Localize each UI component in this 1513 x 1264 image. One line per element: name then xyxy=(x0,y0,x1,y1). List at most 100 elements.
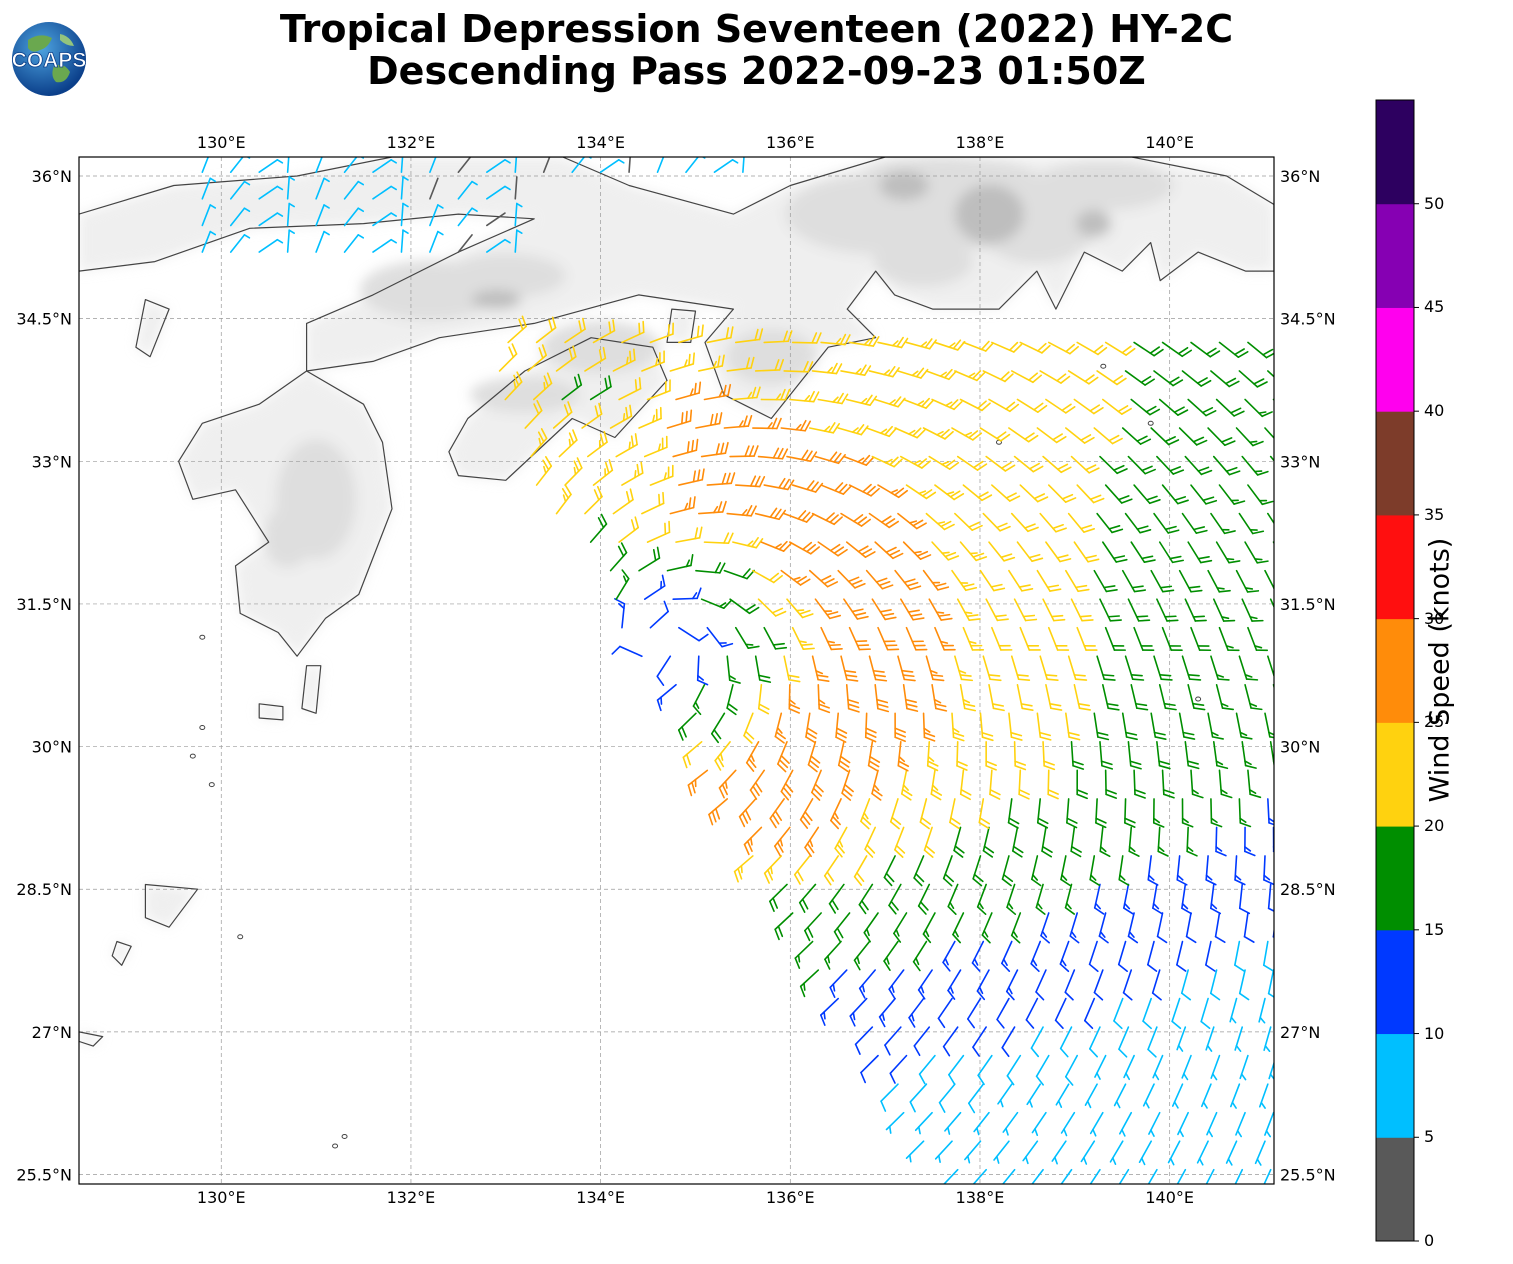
wind-barb xyxy=(1187,683,1206,711)
colorbar-bin xyxy=(1376,929,1414,1035)
wind-barb xyxy=(874,683,890,713)
wind-barb xyxy=(814,598,842,620)
lon-tick-label-bottom: 138°E xyxy=(956,1188,1005,1207)
wind-barb xyxy=(1218,341,1249,358)
wind-barb xyxy=(1084,1083,1098,1109)
wind-barb xyxy=(286,176,296,200)
wind-barb xyxy=(1147,940,1158,972)
wind-barb xyxy=(874,396,906,408)
wind-barb xyxy=(1185,912,1197,944)
wind-barb xyxy=(864,826,876,858)
wind-barb xyxy=(837,424,869,436)
wind-barb xyxy=(649,464,674,486)
lat-tick-label-left: 31.5°N xyxy=(16,595,72,614)
wind-barb xyxy=(1238,883,1251,915)
wind-barb xyxy=(621,461,644,486)
wind-barb xyxy=(902,683,919,712)
wind-barb xyxy=(592,459,614,486)
wind-barb xyxy=(757,598,787,617)
wind-barb xyxy=(947,883,959,915)
wind-barb xyxy=(700,598,733,610)
wind-barb xyxy=(429,157,437,174)
lat-tick-label-left: 25.5°N xyxy=(16,1165,72,1184)
wind-barb xyxy=(286,202,296,227)
wind-barb xyxy=(229,207,251,227)
wind-barb xyxy=(564,457,583,486)
wind-barb xyxy=(962,626,985,651)
wind-barb xyxy=(457,157,472,174)
wind-barb xyxy=(1022,1140,1039,1165)
wind-barb xyxy=(678,324,704,344)
wind-barb xyxy=(1013,455,1044,473)
wind-barb xyxy=(854,1026,874,1055)
wind-barb xyxy=(1241,598,1264,622)
wind-barb xyxy=(954,655,974,682)
wind-barb xyxy=(1176,1168,1187,1184)
wind-barb xyxy=(1064,883,1076,915)
wind-barb xyxy=(1045,398,1076,414)
wind-barb xyxy=(905,1140,925,1163)
wind-barb xyxy=(615,433,638,458)
wind-barb xyxy=(1066,798,1078,829)
wind-barb xyxy=(1065,712,1081,741)
wind-barb xyxy=(1123,883,1134,915)
wind-barb xyxy=(1235,427,1264,447)
wind-barb xyxy=(993,1140,1010,1164)
wind-barb xyxy=(811,655,830,683)
wind-barb xyxy=(669,496,696,515)
wind-barb xyxy=(858,969,876,999)
wind-barb xyxy=(1007,798,1020,829)
wind-barb xyxy=(853,855,868,886)
wind-barb xyxy=(1272,683,1274,690)
wind-barb xyxy=(811,769,824,801)
wind-barb xyxy=(972,855,984,887)
wind-barb xyxy=(1142,1083,1155,1109)
wind-barb xyxy=(928,598,953,621)
wind-barb xyxy=(1205,940,1216,972)
colorbar-bin xyxy=(1376,1137,1414,1242)
wind-barb xyxy=(1156,741,1171,770)
wind-barb xyxy=(1016,541,1044,562)
wind-barb xyxy=(1156,455,1185,475)
wind-barb xyxy=(1235,1111,1246,1138)
wind-barb xyxy=(1276,628,1295,651)
wind-barb xyxy=(1042,741,1056,771)
wind-barb xyxy=(1019,626,1041,651)
wind-barb xyxy=(1184,598,1207,622)
wind-barb xyxy=(1235,712,1253,740)
wind-barb xyxy=(997,1083,1013,1108)
wind-barb xyxy=(372,212,397,227)
wind-barb xyxy=(1207,569,1231,593)
wind-barb xyxy=(942,855,955,887)
wind-barb xyxy=(1263,855,1274,886)
wind-barb xyxy=(1151,969,1162,1001)
wind-barb xyxy=(905,484,937,500)
wind-barb xyxy=(315,177,330,200)
wind-barb xyxy=(1113,997,1124,1030)
wind-barb xyxy=(706,326,734,344)
wind-barb xyxy=(1123,1054,1135,1081)
wind-barb xyxy=(1001,1168,1016,1184)
wind-barb xyxy=(1010,370,1042,384)
wind-barb xyxy=(893,912,908,943)
wind-barb xyxy=(609,542,628,572)
wind-barb xyxy=(695,412,723,429)
wind-barb xyxy=(229,180,251,200)
lon-tick-label-bottom: 136°E xyxy=(766,1188,815,1207)
wind-barb xyxy=(1013,598,1038,622)
wind-barb xyxy=(874,541,904,560)
wind-barb xyxy=(1065,427,1095,444)
wind-barb xyxy=(793,855,811,885)
wind-barb xyxy=(343,180,365,200)
wind-barb xyxy=(710,712,726,744)
wind-barb xyxy=(1006,883,1017,915)
wind-barb xyxy=(258,212,284,227)
wind-barb xyxy=(754,655,772,683)
wind-barb xyxy=(1127,455,1156,475)
wind-barb xyxy=(687,769,709,797)
wind-barb xyxy=(840,655,859,682)
wind-barb xyxy=(837,569,866,589)
wind-barb xyxy=(817,683,831,714)
colorbar-tick-label: 0 xyxy=(1424,1231,1435,1250)
